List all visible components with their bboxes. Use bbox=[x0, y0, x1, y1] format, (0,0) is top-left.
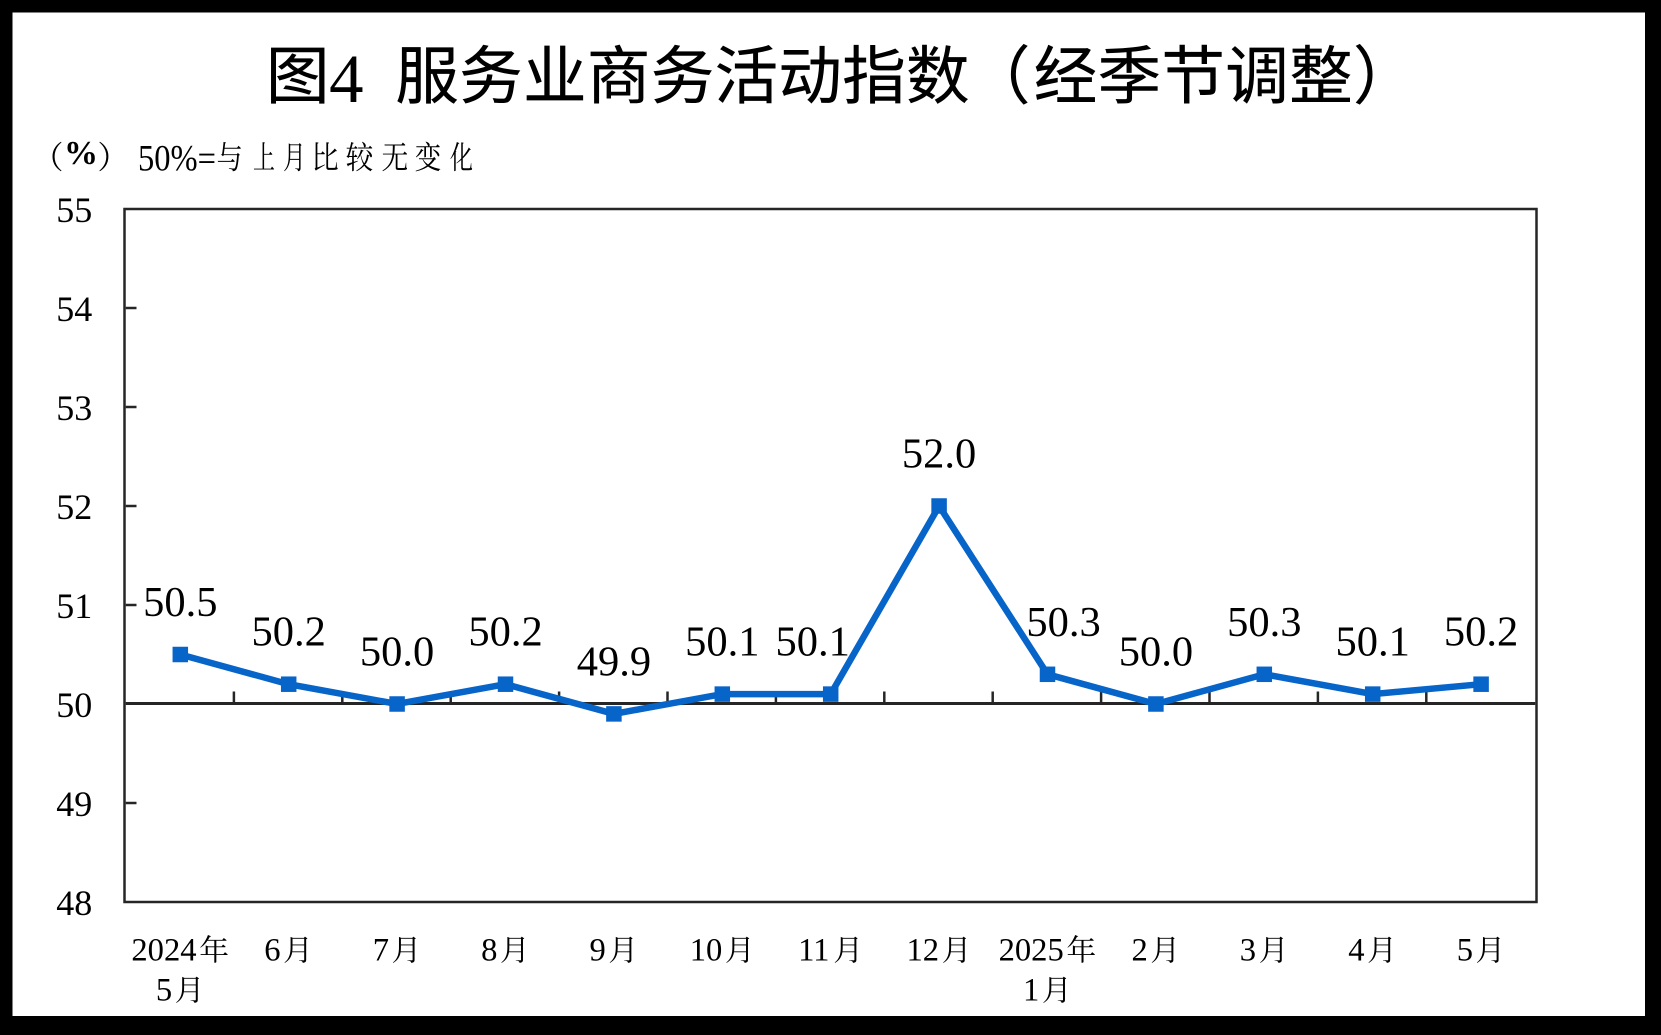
svg-text:8: 8 bbox=[481, 933, 497, 969]
svg-text:52: 52 bbox=[56, 487, 92, 527]
svg-text:3: 3 bbox=[1240, 933, 1256, 969]
svg-text:10: 10 bbox=[690, 933, 723, 969]
svg-text:49: 49 bbox=[56, 784, 92, 824]
svg-text:1: 1 bbox=[1023, 973, 1039, 1009]
svg-text:55: 55 bbox=[56, 190, 92, 230]
svg-text:52.0: 52.0 bbox=[902, 431, 976, 478]
svg-text:2025: 2025 bbox=[999, 933, 1064, 969]
svg-text:6: 6 bbox=[264, 933, 280, 969]
svg-text:50.3: 50.3 bbox=[1227, 599, 1301, 646]
svg-text:50.2: 50.2 bbox=[252, 609, 326, 656]
svg-text:50.1: 50.1 bbox=[685, 619, 759, 666]
svg-text:50.1: 50.1 bbox=[1336, 619, 1410, 666]
svg-text:4: 4 bbox=[329, 41, 363, 117]
svg-text:%: % bbox=[64, 135, 98, 172]
svg-text:12: 12 bbox=[907, 933, 940, 969]
svg-text:50.0: 50.0 bbox=[1119, 629, 1193, 676]
svg-text:54: 54 bbox=[56, 289, 92, 329]
svg-text:50.2: 50.2 bbox=[468, 609, 542, 656]
svg-text:2: 2 bbox=[1132, 933, 1148, 969]
svg-text:50.2: 50.2 bbox=[1444, 609, 1518, 656]
svg-text:5: 5 bbox=[1457, 933, 1473, 969]
svg-text:50.5: 50.5 bbox=[143, 579, 217, 626]
svg-text:51: 51 bbox=[56, 586, 92, 626]
svg-text:48: 48 bbox=[56, 883, 92, 923]
svg-text:50: 50 bbox=[56, 685, 92, 725]
svg-text:4: 4 bbox=[1348, 933, 1364, 969]
svg-text:2024: 2024 bbox=[131, 933, 196, 969]
svg-text:50.1: 50.1 bbox=[776, 619, 850, 666]
svg-text:5: 5 bbox=[156, 973, 172, 1009]
svg-text:7: 7 bbox=[373, 933, 389, 969]
svg-text:49.9: 49.9 bbox=[577, 638, 651, 685]
svg-text:9: 9 bbox=[590, 933, 606, 969]
svg-text:53: 53 bbox=[56, 388, 92, 428]
svg-text:50%=: 50%= bbox=[138, 139, 216, 180]
svg-text:11: 11 bbox=[798, 933, 829, 969]
svg-text:50.0: 50.0 bbox=[360, 629, 434, 676]
svg-text:50.3: 50.3 bbox=[1026, 599, 1100, 646]
